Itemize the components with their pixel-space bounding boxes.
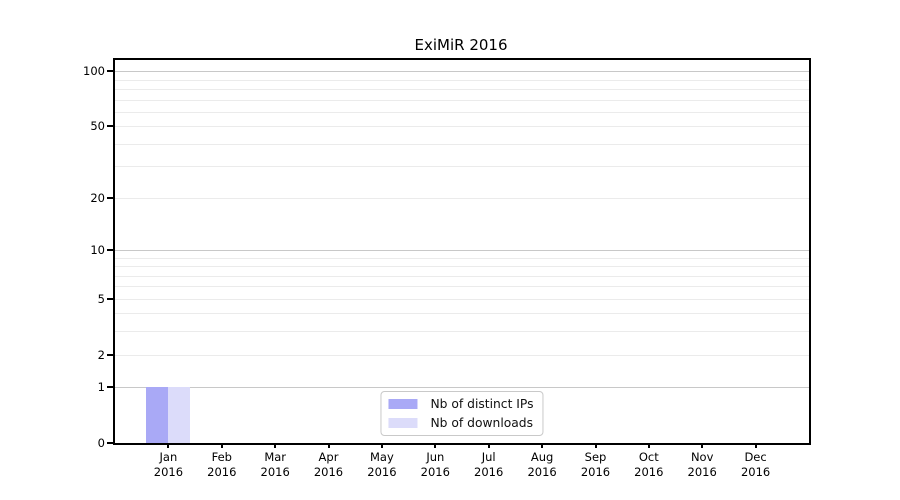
minor-gridline <box>115 298 809 300</box>
y-tick-label: 0 <box>97 436 105 450</box>
x-tick-mark <box>274 443 277 448</box>
chart-title: ExiMiR 2016 <box>414 36 508 54</box>
y-tick-label: 50 <box>90 119 105 134</box>
minor-gridline <box>115 126 809 128</box>
minor-gridline <box>115 166 809 168</box>
x-tick-label: Nov 2016 <box>687 450 717 479</box>
legend: Nb of distinct IPs Nb of downloads <box>380 391 544 436</box>
major-gridline <box>115 71 809 73</box>
major-gridline <box>115 249 809 251</box>
bar <box>146 387 169 443</box>
x-tick-mark <box>541 443 544 448</box>
x-tick-mark <box>220 443 223 448</box>
minor-gridline <box>115 79 809 81</box>
minor-gridline <box>115 111 809 113</box>
y-tick-label: 20 <box>90 190 105 205</box>
x-tick-mark <box>487 443 490 448</box>
x-tick-mark <box>327 443 330 448</box>
x-tick-mark <box>434 443 437 448</box>
bar <box>168 387 191 443</box>
x-tick-label: Feb 2016 <box>207 450 237 479</box>
legend-item: Nb of downloads <box>388 415 533 431</box>
x-tick-label: Jan 2016 <box>153 450 184 479</box>
x-tick-label: Dec 2016 <box>740 450 771 479</box>
minor-gridline <box>115 197 809 199</box>
legend-swatch <box>388 418 418 428</box>
legend-swatch <box>388 399 418 409</box>
y-tick-mark <box>107 297 113 300</box>
x-tick-label: Apr 2016 <box>313 450 344 479</box>
y-tick-mark <box>107 248 113 251</box>
minor-gridline <box>115 266 809 267</box>
x-tick-mark <box>701 443 704 448</box>
y-tick-label: 2 <box>97 347 105 362</box>
x-tick-label: May 2016 <box>367 450 397 479</box>
minor-gridline <box>115 143 809 145</box>
legend-label: Nb of distinct IPs <box>430 397 534 411</box>
x-tick-label: Jun 2016 <box>420 450 450 479</box>
x-tick-mark <box>380 443 383 448</box>
minor-gridline <box>115 313 809 315</box>
y-tick-mark <box>107 442 113 444</box>
minor-gridline <box>115 99 809 101</box>
y-tick-label: 1 <box>97 380 105 395</box>
minor-gridline <box>115 275 809 277</box>
y-tick-mark <box>107 196 113 199</box>
minor-gridline <box>115 354 809 356</box>
x-tick-mark <box>594 443 597 448</box>
y-tick-label: 5 <box>97 291 105 306</box>
y-tick-label: 10 <box>90 242 105 257</box>
y-tick-label: 100 <box>83 64 105 79</box>
minor-gridline <box>115 88 809 90</box>
minor-gridline <box>115 257 809 259</box>
x-tick-label: Jul 2016 <box>474 450 504 479</box>
minor-gridline <box>115 331 809 333</box>
legend-item: Nb of distinct IPs <box>388 396 534 412</box>
y-tick-mark <box>107 70 113 73</box>
x-tick-label: Mar 2016 <box>260 450 290 479</box>
x-tick-mark <box>647 443 650 448</box>
x-tick-label: Oct 2016 <box>634 450 664 479</box>
x-tick-label: Aug 2016 <box>527 450 557 479</box>
x-tick-mark <box>167 443 170 448</box>
x-tick-mark <box>754 443 757 448</box>
major-gridline <box>115 387 809 389</box>
legend-label: Nb of downloads <box>430 416 534 430</box>
y-tick-mark <box>107 353 113 356</box>
minor-gridline <box>115 286 809 288</box>
y-tick-mark <box>107 386 113 389</box>
plot-area: 0 1 2 5 10 20 50 100 Jan 2016 Feb 2016 Mar 2016 Apr… <box>83 58 811 479</box>
x-tick-label: Sep 2016 <box>580 450 611 479</box>
y-tick-mark <box>107 125 113 128</box>
